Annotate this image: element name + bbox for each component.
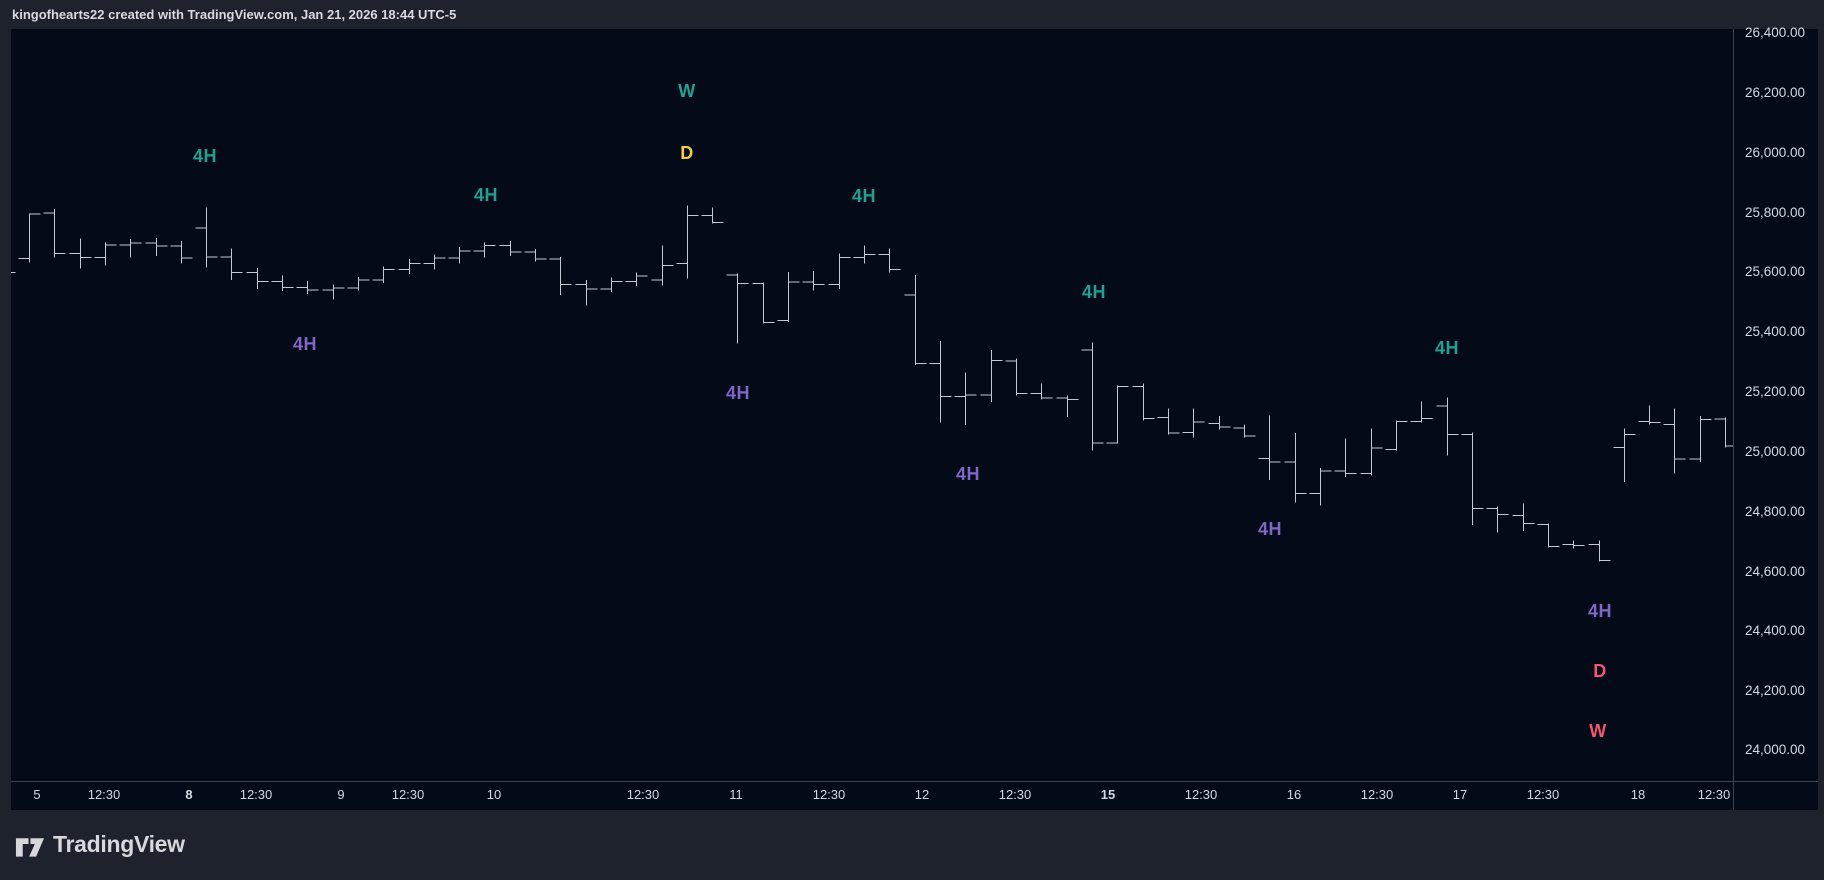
- time-tick-label: 12:30: [239, 787, 273, 802]
- price-tick-label: 25,600.00: [1745, 264, 1806, 279]
- time-tick-label: 12:30: [1184, 787, 1218, 802]
- timeframe-label-4h[interactable]: 4H: [1257, 519, 1282, 539]
- tradingview-logo[interactable]: TradingView: [14, 831, 185, 858]
- time-tick-label: 12:30: [1526, 787, 1560, 802]
- chart-panel[interactable]: [11, 29, 1818, 810]
- time-tick-label: 10: [486, 787, 502, 802]
- timeframe-label-4h[interactable]: 4H: [1587, 601, 1612, 621]
- timeframe-label-4h[interactable]: 4H: [473, 185, 498, 205]
- timeframe-label-4h[interactable]: 4H: [1434, 338, 1459, 358]
- time-tick-label: 12: [914, 787, 930, 802]
- price-tick-label: 24,200.00: [1745, 683, 1806, 698]
- timeframe-label-4h[interactable]: 4H: [851, 186, 876, 206]
- price-tick-label: 25,800.00: [1745, 205, 1806, 220]
- timeframe-label-4h[interactable]: 4H: [1081, 282, 1106, 302]
- time-tick-label: 12:30: [1697, 787, 1731, 802]
- price-tick-label: 24,400.00: [1745, 623, 1806, 638]
- time-tick-label: 12:30: [87, 787, 121, 802]
- price-axis[interactable]: 26,400.00 26,200.00 26,000.00 25,800.00 25,6…: [1734, 25, 1824, 781]
- timeframe-label-d[interactable]: D: [680, 143, 694, 163]
- timeframe-label-d[interactable]: D: [1593, 661, 1607, 681]
- tradingview-mark-icon: [15, 837, 45, 857]
- time-tick-label: 5: [33, 787, 41, 802]
- time-tick-label: 12:30: [998, 787, 1032, 802]
- price-tick-label: 25,400.00: [1745, 324, 1806, 339]
- price-tick-label: 25,200.00: [1745, 384, 1806, 399]
- tradingview-wordmark: TradingView: [53, 831, 185, 857]
- timeframe-label-4h[interactable]: 4H: [725, 383, 750, 403]
- price-tick-label: 24,600.00: [1745, 564, 1806, 579]
- timeframe-label-w[interactable]: W: [1589, 721, 1607, 741]
- time-tick-label: 9: [337, 787, 345, 802]
- ohlc-bars: [11, 205, 1733, 562]
- time-tick-label: 18: [1630, 787, 1646, 802]
- time-tick-label: 8: [185, 787, 193, 802]
- time-tick-label: 15: [1100, 787, 1116, 802]
- time-tick-label: 17: [1452, 787, 1468, 802]
- time-axis[interactable]: 5 12:30 8 12:30 9 12:30 10 12:30 11 12:30 12 12:30 1…: [11, 782, 1733, 810]
- price-tick-label: 24,000.00: [1745, 742, 1806, 757]
- timeframe-label-w[interactable]: W: [678, 81, 696, 101]
- time-tick-label: 12:30: [812, 787, 846, 802]
- time-tick-label: 16: [1286, 787, 1302, 802]
- timeframe-label-4h[interactable]: 4H: [955, 464, 980, 484]
- chart-attribution: kingofhearts22 created with TradingView.…: [12, 7, 457, 22]
- price-tick-label: 26,200.00: [1745, 85, 1806, 100]
- time-tick-label: 12:30: [1360, 787, 1394, 802]
- time-tick-label: 12:30: [626, 787, 660, 802]
- header-bar: kingofhearts22 created with TradingView.…: [0, 0, 1824, 29]
- price-tick-label: 26,000.00: [1745, 145, 1806, 160]
- price-tick-label: 24,800.00: [1745, 504, 1806, 519]
- timeframe-label-4h[interactable]: 4H: [292, 334, 317, 354]
- time-tick-label: 11: [729, 787, 743, 802]
- price-tick-label: 25,000.00: [1745, 444, 1806, 459]
- timeframe-label-4h[interactable]: 4H: [192, 146, 217, 166]
- time-tick-label: 12:30: [391, 787, 425, 802]
- price-tick-label: 26,400.00: [1745, 25, 1806, 40]
